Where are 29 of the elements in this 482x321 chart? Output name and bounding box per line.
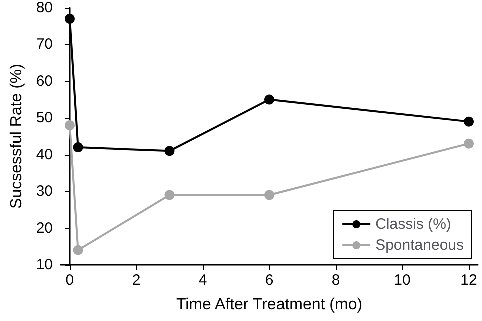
x-axis-title: Time After Treatment (mo): [176, 296, 363, 314]
legend-label: Classis (%): [376, 216, 452, 233]
point: [264, 190, 274, 200]
y-tick-label: 20: [36, 220, 53, 237]
y-tick-label: 10: [36, 256, 53, 274]
point: [164, 146, 175, 156]
point: [64, 120, 75, 130]
x-tick-label: 8: [332, 272, 340, 289]
point: [464, 138, 474, 149]
x-tick-label: 12: [460, 272, 478, 289]
point: [464, 116, 474, 127]
y-tick-label: 70: [36, 36, 53, 54]
y-tick-label: 60: [36, 72, 53, 90]
y-tick-label: 40: [36, 146, 53, 164]
y-axis-title: Sucsessful Rate (%): [8, 64, 26, 209]
legend-label: Spontaneous: [376, 237, 464, 254]
x-tick-label: 2: [132, 272, 141, 289]
point: [164, 190, 175, 200]
point: [64, 14, 75, 24]
x-tick-label: 4: [198, 272, 208, 289]
y-tick-label: 50: [36, 110, 53, 127]
y-tick-label: 80: [36, 0, 53, 16]
y-tick-label: 30: [36, 183, 53, 200]
point: [73, 142, 84, 153]
point: [264, 94, 274, 105]
point: [73, 245, 84, 256]
x-tick-label: 0: [66, 272, 74, 289]
x-tick-label: 10: [394, 272, 411, 289]
x-tick-label: 6: [265, 272, 274, 289]
